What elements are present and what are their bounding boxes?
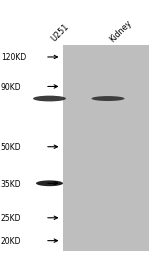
Ellipse shape [33, 96, 66, 102]
Text: 20KD: 20KD [1, 236, 21, 245]
Text: 120KD: 120KD [1, 53, 26, 62]
Bar [63, 46, 148, 251]
Ellipse shape [92, 97, 124, 102]
Text: 50KD: 50KD [1, 143, 21, 152]
Text: 35KD: 35KD [1, 179, 21, 188]
Text: 90KD: 90KD [1, 83, 21, 92]
Text: 25KD: 25KD [1, 213, 21, 223]
Ellipse shape [36, 181, 63, 186]
Text: Kidney: Kidney [108, 18, 134, 44]
Text: U251: U251 [50, 22, 71, 44]
